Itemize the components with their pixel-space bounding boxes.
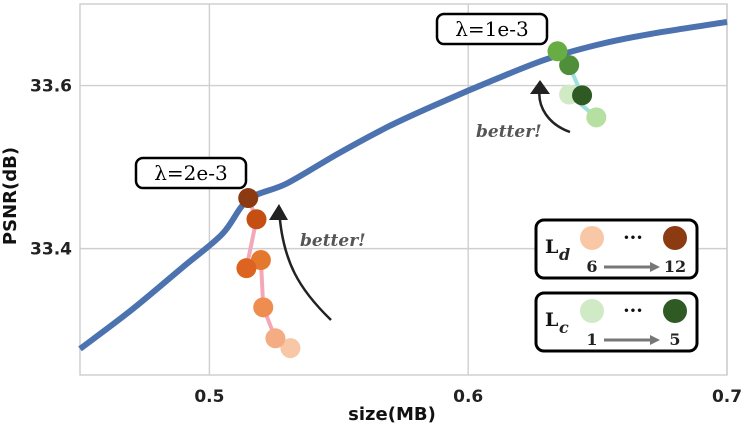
lambda-label-0: λ=2e-3: [154, 161, 227, 185]
data-point-0-6: [238, 188, 259, 209]
rd-curve: [78, 18, 728, 352]
legend-start-dot-1: [580, 299, 604, 323]
legend-box-0: [534, 218, 699, 280]
legend-subscript-0: d: [559, 245, 570, 264]
y-axis-title: PSNR(dB): [0, 147, 21, 245]
data-point-1-0: [586, 107, 607, 128]
legend-from-0: 6: [586, 257, 597, 276]
plot-frame: [79, 3, 728, 376]
arrow-head-1: [530, 80, 550, 94]
legend-ellipsis-1: ···: [623, 300, 643, 322]
legend-start-dot-0: [580, 226, 604, 250]
x-tick-label-2: 0.7: [712, 387, 742, 407]
point-group-1: λ=1e-3 better!: [435, 12, 607, 142]
arrow-head-0: [269, 204, 288, 220]
data-point-1-3: [559, 55, 580, 76]
y-tick-label-0: 33.4: [30, 240, 72, 260]
better-label-0: better!: [300, 231, 366, 251]
lambda-box-1: [435, 12, 549, 46]
data-point-0-3: [250, 250, 271, 271]
legend-end-dot-1: [663, 299, 687, 323]
y-tick-label-1: 33.6: [30, 77, 72, 97]
legend-ellipsis-0: ···: [623, 227, 643, 249]
point-group-0: λ=2e-3 better!: [134, 156, 366, 359]
legend-from-1: 1: [586, 330, 597, 349]
data-point-0-4: [236, 258, 257, 279]
data-point-0-2: [253, 297, 274, 318]
data-point-1-4: [547, 41, 568, 62]
axes-frame: [79, 3, 728, 376]
data-point-0-0: [280, 338, 301, 359]
better-arrow-0: [277, 207, 332, 321]
x-tick-label-1: 0.6: [453, 387, 483, 407]
legend-arrow-head-1: [650, 335, 660, 345]
point-groups: λ=2e-3 better! λ=1e-3 better!: [134, 12, 607, 359]
legend-arrow-head-0: [650, 262, 660, 272]
legend-to-0: 12: [664, 257, 686, 276]
legend-to-1: 5: [669, 330, 680, 349]
x-tick-label-0: 0.5: [194, 387, 224, 407]
legend-symbol-0: L: [545, 236, 558, 258]
rd-curve-line: [78, 18, 728, 352]
x-axis-title: size(MB): [348, 404, 436, 425]
lambda-label-1: λ=1e-3: [455, 17, 528, 41]
data-point-0-1: [265, 328, 286, 349]
data-point-1-2: [572, 85, 593, 106]
lambda-box-0: [134, 156, 248, 190]
tick-labels: 0.5 0.6 0.7 33.4 33.6: [30, 77, 742, 407]
legend-subscript-1: c: [559, 318, 569, 337]
data-point-0-5: [246, 209, 267, 230]
legend-box-1: [534, 291, 699, 353]
better-label-1: better!: [476, 122, 542, 142]
legend-end-dot-0: [663, 226, 687, 250]
legend-symbol-1: L: [545, 309, 558, 331]
